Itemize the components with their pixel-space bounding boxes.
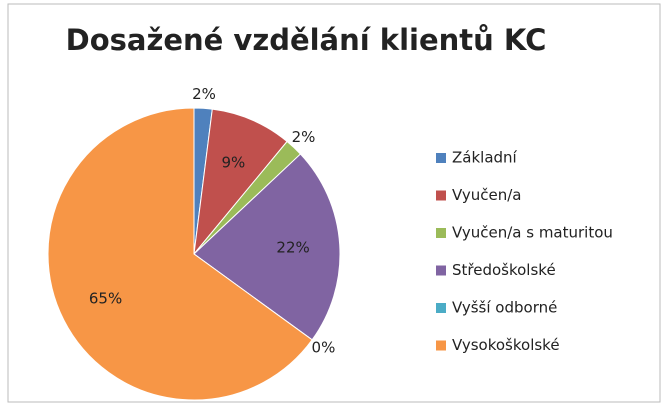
pie-slice [193,153,341,341]
legend-swatch [436,153,446,163]
legend-label: Základní [452,149,518,167]
legend-label: Vysokoškolské [452,336,560,354]
chart-title: Dosažené vzdělání klientů KC [66,23,547,57]
legend-label: Vyučen/a [452,186,521,204]
data-label: 0% [312,339,336,357]
legend-label: Středoškolské [452,261,556,279]
legend-swatch [436,265,446,276]
data-label: 2% [292,128,316,146]
legend-label: Vyšší odborné [452,299,557,317]
legend-swatch [436,303,446,313]
legend-swatch [436,228,446,238]
legend-swatch [436,340,446,351]
data-label: 65% [89,290,122,308]
data-label: 9% [222,153,246,171]
legend-label: Vyučen/a s maturitou [452,224,613,242]
pie-slice [47,107,313,401]
data-label: 22% [276,238,309,256]
pie-slice [193,108,288,256]
legend-swatch [436,190,446,201]
data-label: 2% [192,85,216,103]
